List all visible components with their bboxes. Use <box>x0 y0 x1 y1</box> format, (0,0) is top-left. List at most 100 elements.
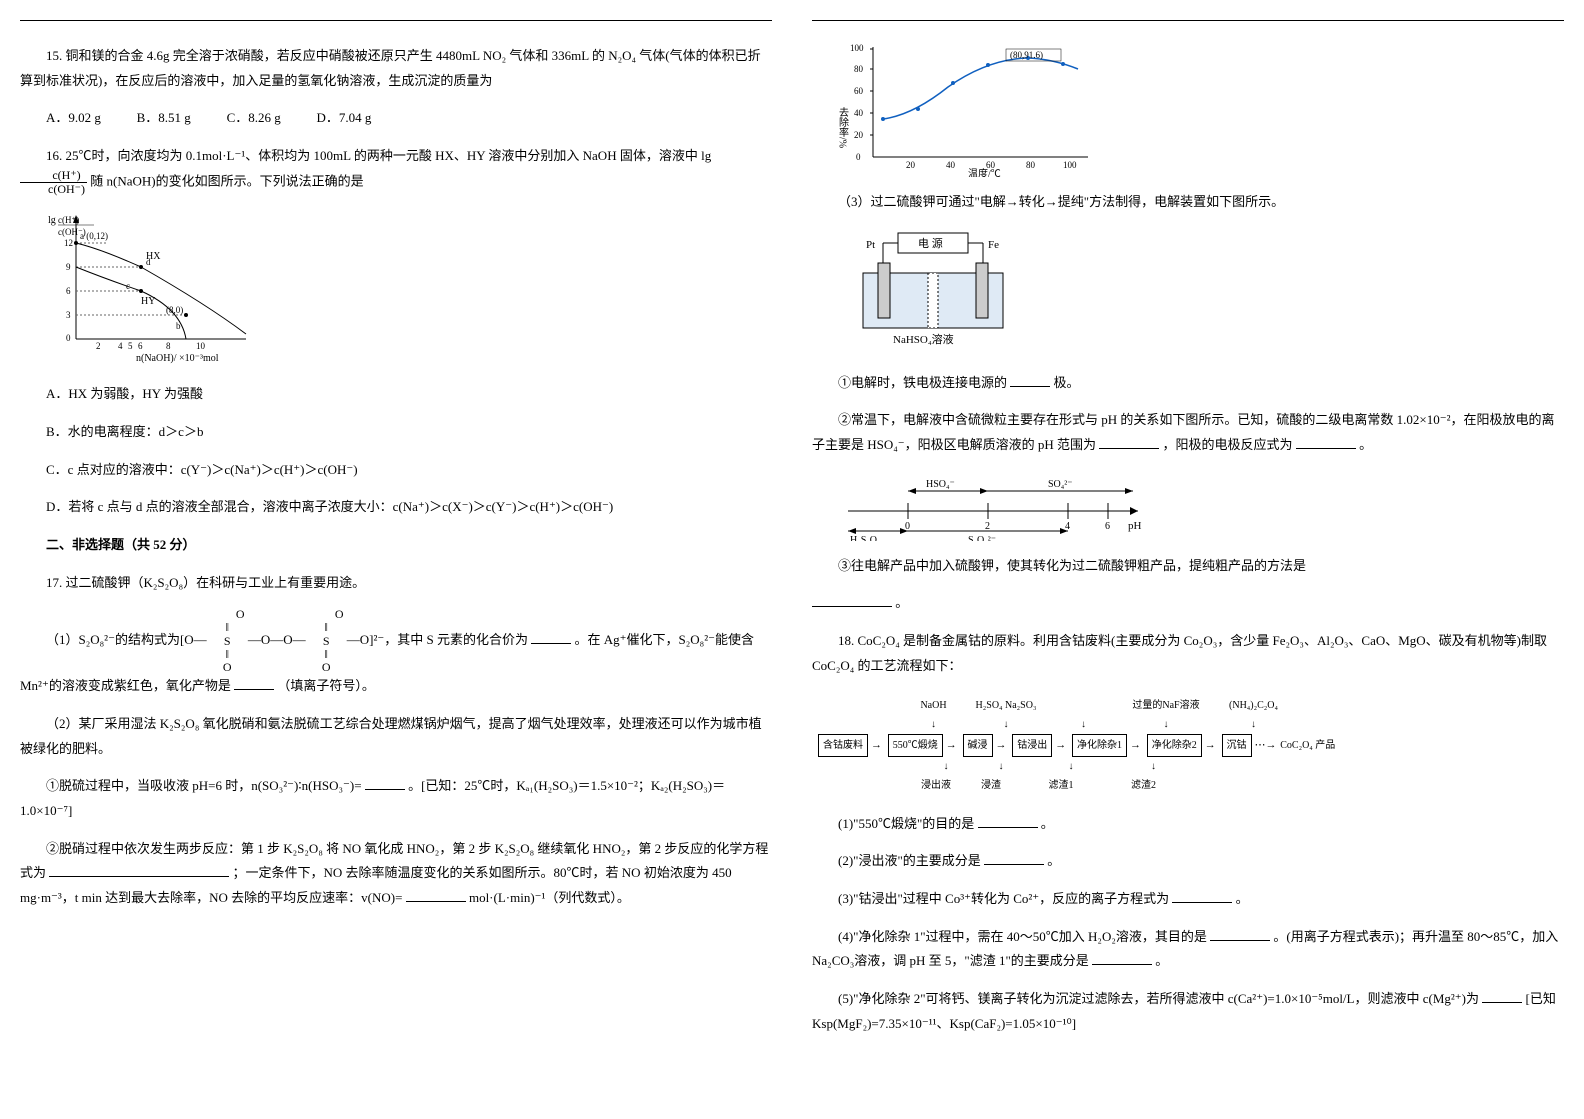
blank <box>1210 927 1270 941</box>
svg-text:3: 3 <box>66 310 71 320</box>
svg-text:100: 100 <box>1063 160 1077 170</box>
q17-num: 17. <box>46 575 62 590</box>
reagent: (NH₄)₂C₂O₄ <box>1216 696 1291 715</box>
q16-intro2: 随 n(NaOH)的变化如图所示。下列说法正确的是 <box>90 173 363 188</box>
blank <box>1172 889 1232 903</box>
s-mid2: S <box>323 634 330 648</box>
blank <box>978 814 1038 828</box>
svg-text:0: 0 <box>66 333 71 343</box>
svg-text:n(NaOH)/ ×10⁻³mol: n(NaOH)/ ×10⁻³mol <box>136 353 219 364</box>
flow-reagent-arrows: ↓ ↓ ↓ ↓ ↓ <box>906 715 1560 734</box>
q17-p1e: （填离子符号）。 <box>277 678 375 693</box>
svg-text:60: 60 <box>854 86 864 96</box>
svg-text:2: 2 <box>96 341 101 351</box>
q15-text: 铜和镁的合金 4.6g 完全溶于浓硝酸，若反应中硝酸被还原只产生 4480mL … <box>20 48 761 88</box>
blank <box>531 630 571 644</box>
q17-p1b: —O—O— <box>248 632 306 647</box>
svg-text:Fe: Fe <box>988 239 999 251</box>
q18-3: (3)"钴浸出"过程中 Co³⁺转化为 Co²⁺，反应的离子方程式为 。 <box>812 887 1564 912</box>
q18-4: (4)"净化除杂 1"过程中，需在 40～50℃加入 H₂O₂溶液，其目的是 。… <box>812 925 1564 974</box>
q15-options: A．9.02 g B．8.51 g C．8.26 g D．7.04 g <box>20 106 772 131</box>
reagent: 过量的NaF溶液 <box>1119 696 1214 715</box>
svg-text:pH: pH <box>1128 520 1142 532</box>
q16-D: D．若将 c 点与 d 点的溶液全部混合，溶液中离子浓度大小：c(Na⁺)＞c(… <box>20 495 772 520</box>
q17-text: 过二硫酸钾（K₂S₂O₈）在科研与工业上有重要用途。 <box>66 575 366 590</box>
flow-node: 净化除杂2 <box>1147 734 1202 757</box>
svg-text:9: 9 <box>66 262 71 272</box>
no-removal-chart: 0 20 40 60 80 100 20 40 60 80 100 去除率/% … <box>838 37 1098 177</box>
blank <box>1010 373 1050 387</box>
s-mid: S <box>224 634 231 648</box>
blank <box>984 851 1044 865</box>
blank <box>49 863 229 877</box>
q17-p2-2: ②脱硝过程中依次发生两步反应：第 1 步 K₂S₂O₈ 将 NO 氧化成 HNO… <box>20 837 772 911</box>
blank <box>1099 435 1159 449</box>
section-2-head: 二、非选择题（共 52 分） <box>20 533 772 558</box>
flow-out: CoC₂O₄ 产品 <box>1280 740 1335 751</box>
q16-num: 16. <box>46 148 62 163</box>
q17-stem: 17. 过二硫酸钾（K₂S₂O₈）在科研与工业上有重要用途。 <box>20 571 772 596</box>
q16-figure: lg c(H⁺) c(OH⁻) 12 9 6 3 0 2 4 5 6 8 <box>46 209 772 369</box>
q16-graph: lg c(H⁺) c(OH⁻) 12 9 6 3 0 2 4 5 6 8 <box>46 209 256 369</box>
q18-1: (1)"550℃煅烧"的目的是 。 <box>812 812 1564 837</box>
frac-num: c(H⁺) <box>20 169 87 183</box>
q16-A: A．HX 为弱酸，HY 为强酸 <box>20 382 772 407</box>
q15-D: D．7.04 g <box>316 106 371 131</box>
blank <box>1296 435 1356 449</box>
p3-2b: ，阳极的电极反应式为 <box>1163 437 1293 452</box>
flow-node: 钴浸出 <box>1012 734 1052 757</box>
svg-text:c: c <box>126 281 130 291</box>
q15-B: B．8.51 g <box>137 106 191 131</box>
q18-1b: 。 <box>1041 816 1054 831</box>
q17-p2-1a: ①脱硫过程中，当吸收液 pH=6 时，n(SO₃²⁻)∶n(HSO₃⁻)= <box>46 778 362 793</box>
svg-text:HSO₄⁻: HSO₄⁻ <box>926 479 955 490</box>
q15-stem: 15. 铜和镁的合金 4.6g 完全溶于浓硝酸，若反应中硝酸被还原只产生 448… <box>20 44 772 93</box>
reagent: NaOH <box>906 696 961 715</box>
svg-text:Pt: Pt <box>866 239 875 251</box>
svg-text:10: 10 <box>196 341 206 351</box>
q16-intro: 25℃时，向浓度均为 0.1mol·L⁻¹、体积均为 100mL 的两种一元酸 … <box>66 148 712 163</box>
svg-text:80: 80 <box>1026 160 1036 170</box>
svg-text:a (0,12): a (0,12) <box>80 231 108 241</box>
svg-text:40: 40 <box>854 108 864 118</box>
flow-below-label: 浸渣 <box>964 776 1019 795</box>
q18-1a: (1)"550℃煅烧"的目的是 <box>838 816 974 831</box>
right-column: 0 20 40 60 80 100 20 40 60 80 100 去除率/% … <box>812 20 1564 1049</box>
q18-2: (2)"浸出液"的主要成分是 。 <box>812 849 1564 874</box>
svg-text:0: 0 <box>856 152 861 162</box>
s-top: O <box>236 607 245 621</box>
blank <box>812 593 892 607</box>
q17-p1c: —O]²⁻，其中 S 元素的化合价为 <box>347 632 528 647</box>
svg-text:6: 6 <box>138 341 143 351</box>
q17-p2-1: ①脱硫过程中，当吸收液 pH=6 时，n(SO₃²⁻)∶n(HSO₃⁻)= 。[… <box>20 774 772 823</box>
p3-1a: ①电解时，铁电极连接电源的 <box>838 375 1007 390</box>
svg-text:20: 20 <box>906 160 916 170</box>
p3-3b: 。 <box>895 595 908 610</box>
flow-node: 沉钴 <box>1222 734 1252 757</box>
svg-text:4: 4 <box>118 341 123 351</box>
svg-text:电 源: 电 源 <box>918 236 943 250</box>
q15-num: 15. <box>46 48 62 63</box>
q16-C: C．c 点对应的溶液中：c(Y⁻)＞c(Na⁺)＞c(H⁺)＞c(OH⁻) <box>20 458 772 483</box>
p3-3-blank-line: 。 <box>812 591 1564 616</box>
flow-nodes: 含钴废料→ 550℃煅烧→ 碱浸→ 钴浸出→ 净化除杂1→ 净化除杂2→ 沉钴⋯… <box>816 734 1560 757</box>
p3-3a: ③往电解产品中加入硫酸钾，使其转化为过二硫酸钾粗产品，提纯粗产品的方法是 <box>838 558 1306 573</box>
q18-4a: (4)"净化除杂 1"过程中，需在 40～50℃加入 H₂O₂溶液，其目的是 <box>838 929 1207 944</box>
svg-text:(80,91.6): (80,91.6) <box>1010 50 1043 60</box>
p3-3: ③往电解产品中加入硫酸钾，使其转化为过二硫酸钾粗产品，提纯粗产品的方法是 <box>812 554 1564 579</box>
chart-svg: 0 20 40 60 80 100 20 40 60 80 100 去除率/% … <box>838 37 1098 177</box>
flow-below-label: 滤渣1 <box>1021 776 1101 795</box>
svg-text:温度/℃: 温度/℃ <box>968 167 1001 177</box>
svg-text:40: 40 <box>946 160 956 170</box>
svg-text:100: 100 <box>850 43 864 53</box>
svg-text:S₂O₈²⁻: S₂O₈²⁻ <box>968 535 996 541</box>
blank <box>406 888 466 902</box>
svg-text:8: 8 <box>166 341 171 351</box>
struct2: O‖ S‖ O <box>309 608 344 674</box>
s-top2: O <box>335 607 344 621</box>
left-column: 15. 铜和镁的合金 4.6g 完全溶于浓硝酸，若反应中硝酸被还原只产生 448… <box>20 20 772 1049</box>
svg-text:NaHSO₄溶液: NaHSO₄溶液 <box>893 332 954 346</box>
q18-5: (5)"净化除杂 2"可将钙、镁离子转化为沉淀过滤除去，若所得滤液中 c(Ca²… <box>812 987 1564 1036</box>
svg-text:去除率/%: 去除率/% <box>838 107 849 148</box>
q18-5a: (5)"净化除杂 2"可将钙、镁离子转化为沉淀过滤除去，若所得滤液中 c(Ca²… <box>838 991 1479 1006</box>
